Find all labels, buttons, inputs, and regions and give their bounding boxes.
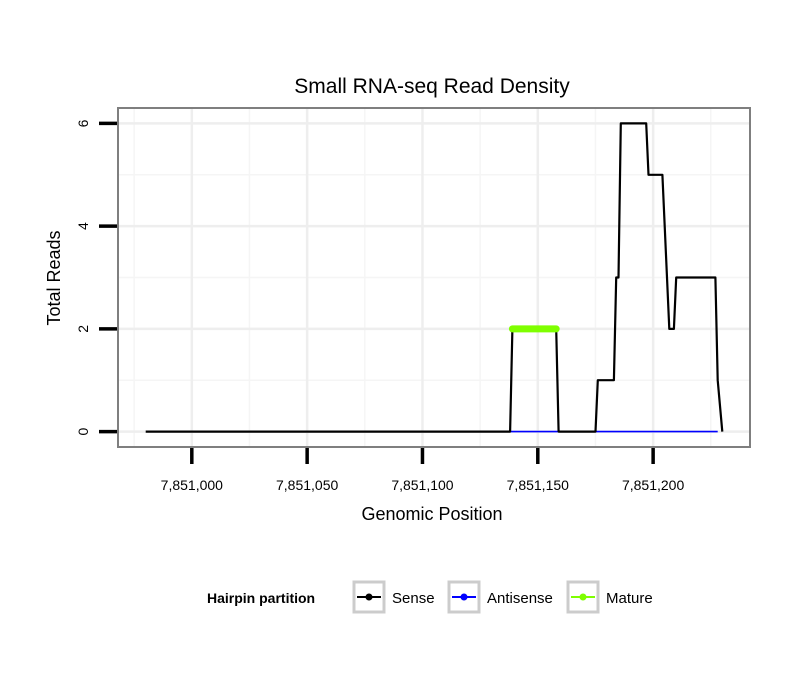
y-axis-ticks: 0 2 4 6 xyxy=(75,119,117,435)
legend: Hairpin partition Sense Antisense Mature xyxy=(207,580,653,614)
y-tick-label: 4 xyxy=(75,222,91,230)
legend-swatch-dot xyxy=(365,593,373,601)
legend-label: Sense xyxy=(392,590,435,607)
legend-label: Mature xyxy=(606,590,653,607)
chart-title: Small RNA-seq Read Density xyxy=(294,75,570,98)
y-tick-label: 2 xyxy=(75,325,91,333)
x-tick-label: 7,851,050 xyxy=(276,477,338,493)
legend-swatch-dot xyxy=(460,593,468,601)
x-tick-label: 7,851,150 xyxy=(507,477,569,493)
legend-swatch-dot xyxy=(579,593,587,601)
legend-entry-sense: Sense xyxy=(352,580,435,614)
legend-title: Hairpin partition xyxy=(207,590,315,606)
legend-label: Antisense xyxy=(487,590,553,607)
legend-entry-antisense: Antisense xyxy=(447,580,553,614)
x-tick-label: 7,851,000 xyxy=(161,477,223,493)
x-tick-label: 7,851,100 xyxy=(391,477,453,493)
legend-entry-mature: Mature xyxy=(566,580,653,614)
y-tick-label: 6 xyxy=(75,119,91,127)
series-line-sense xyxy=(145,122,724,433)
plot-border xyxy=(117,107,751,448)
y-axis-label: Total Reads xyxy=(44,230,64,325)
x-tick-label: 7,851,200 xyxy=(622,477,684,493)
x-axis-ticks: 7,851,000 7,851,050 7,851,100 7,851,150 7,85… xyxy=(161,448,684,493)
y-tick-label: 0 xyxy=(75,427,91,435)
series-group xyxy=(145,122,724,433)
x-axis-label: Genomic Position xyxy=(361,504,502,524)
